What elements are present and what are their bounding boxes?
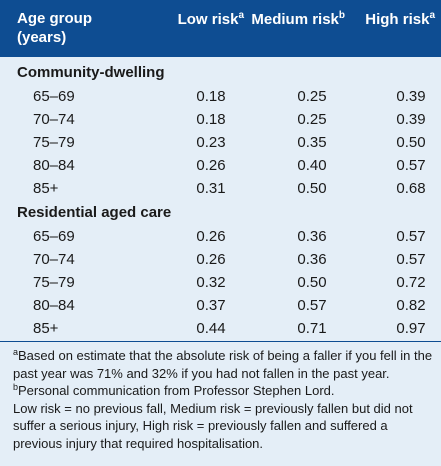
footnote-divider: [0, 341, 441, 342]
cell-age: 70–74: [33, 111, 75, 128]
cell-low: 0.31: [196, 180, 226, 197]
header-age-group-line2: (years): [17, 29, 67, 46]
header-medium-risk-label: Medium risk: [251, 11, 339, 28]
cell-medium: 0.50: [297, 180, 327, 197]
header-age-group-line1: Age group: [17, 10, 92, 27]
footnote-definitions: Low risk = no previous fall, Medium risk…: [13, 400, 413, 451]
cell-high: 0.82: [396, 297, 426, 314]
table-header: Age group (years) Low riska Medium riskb…: [0, 0, 441, 57]
table-row: 70–74 0.18 0.25 0.39: [0, 111, 441, 135]
cell-low: 0.26: [196, 228, 226, 245]
cell-age: 75–79: [33, 274, 75, 291]
table-row: 85+ 0.44 0.71 0.97: [0, 320, 441, 344]
table-row: 80–84 0.26 0.40 0.57: [0, 157, 441, 181]
footnote-b-sup: b: [13, 382, 19, 392]
section-title-community: Community-dwelling: [17, 64, 165, 81]
table-row: 75–79 0.23 0.35 0.50: [0, 134, 441, 158]
footnote-b-text: Personal communication from Professor St…: [18, 383, 335, 398]
cell-high: 0.57: [396, 157, 426, 174]
header-low-risk: Low riska: [178, 10, 244, 29]
footnote-a: aBased on estimate that the absolute ris…: [13, 347, 437, 382]
cell-low: 0.23: [196, 134, 226, 151]
cell-age: 65–69: [33, 88, 75, 105]
footnote-b: bPersonal communication from Professor S…: [13, 382, 437, 400]
cell-low: 0.44: [196, 320, 226, 337]
cell-medium: 0.36: [297, 228, 327, 245]
cell-age: 80–84: [33, 157, 75, 174]
cell-age: 80–84: [33, 297, 75, 314]
header-medium-risk: Medium riskb: [251, 10, 345, 29]
cell-low: 0.18: [196, 111, 226, 128]
cell-medium: 0.57: [297, 297, 327, 314]
header-low-risk-label: Low risk: [177, 11, 239, 28]
cell-low: 0.18: [196, 88, 226, 105]
cell-high: 0.39: [396, 111, 426, 128]
cell-medium: 0.36: [297, 251, 327, 268]
cell-medium: 0.50: [297, 274, 327, 291]
cell-low: 0.26: [196, 157, 226, 174]
header-medium-risk-sup: b: [338, 10, 345, 21]
cell-medium: 0.35: [297, 134, 327, 151]
section-title-residential: Residential aged care: [17, 204, 172, 221]
cell-medium: 0.40: [297, 157, 327, 174]
header-age-group: Age group (years): [17, 9, 92, 47]
table-row: 85+ 0.31 0.50 0.68: [0, 180, 441, 204]
cell-low: 0.37: [196, 297, 226, 314]
cell-high: 0.57: [396, 228, 426, 245]
table-row: 65–69 0.26 0.36 0.57: [0, 228, 441, 252]
cell-high: 0.72: [396, 274, 426, 291]
footnotes: aBased on estimate that the absolute ris…: [13, 347, 437, 452]
header-high-risk-label: High risk: [365, 11, 430, 28]
table-row: 65–69 0.18 0.25 0.39: [0, 88, 441, 112]
header-high-risk-sup: a: [429, 10, 435, 21]
header-high-risk: High riska: [365, 10, 435, 29]
cell-high: 0.57: [396, 251, 426, 268]
cell-low: 0.32: [196, 274, 226, 291]
cell-age: 75–79: [33, 134, 75, 151]
cell-age: 65–69: [33, 228, 75, 245]
cell-medium: 0.71: [297, 320, 327, 337]
cell-medium: 0.25: [297, 88, 327, 105]
cell-low: 0.26: [196, 251, 226, 268]
cell-high: 0.39: [396, 88, 426, 105]
cell-high: 0.97: [396, 320, 426, 337]
header-low-risk-sup: a: [238, 10, 244, 21]
table-row: 80–84 0.37 0.57 0.82: [0, 297, 441, 321]
cell-medium: 0.25: [297, 111, 327, 128]
footnote-a-sup: a: [13, 347, 19, 357]
cell-age: 70–74: [33, 251, 75, 268]
cell-age: 85+: [33, 320, 59, 337]
table-row: 75–79 0.32 0.50 0.72: [0, 274, 441, 298]
footnote-a-text: Based on estimate that the absolute risk…: [13, 348, 433, 381]
table-row: 70–74 0.26 0.36 0.57: [0, 251, 441, 275]
cell-age: 85+: [33, 180, 59, 197]
cell-high: 0.68: [396, 180, 426, 197]
cell-high: 0.50: [396, 134, 426, 151]
